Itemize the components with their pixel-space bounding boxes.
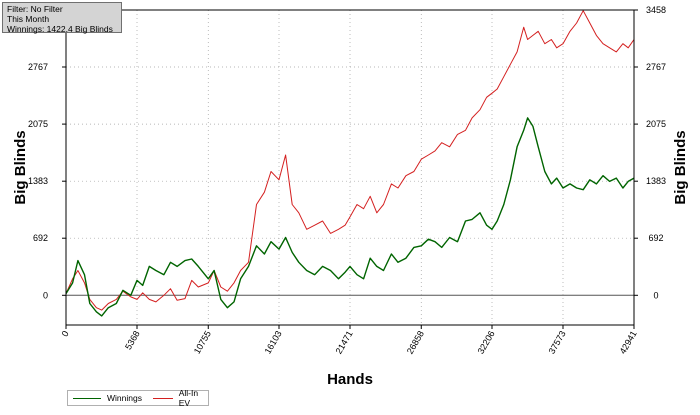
- y-tick-label-right: 1383: [646, 176, 666, 186]
- y-tick-label-right: 0: [653, 290, 658, 300]
- y-tick-label-right: 692: [648, 233, 663, 243]
- legend-label-winnings: Winnings: [107, 393, 142, 403]
- y-tick-label-left: 1383: [28, 176, 48, 186]
- plot-frame: [65, 9, 635, 326]
- series-line-winnings: [65, 117, 635, 317]
- x-tick-label: 16103: [263, 329, 284, 356]
- filter-info-box: Filter: No Filter This Month Winnings: 1…: [2, 2, 122, 34]
- y-tick-label-left: 0: [43, 290, 48, 300]
- x-tick-label: 5368: [123, 329, 142, 351]
- legend-item-winnings: Winnings: [73, 393, 142, 403]
- x-tick-label: 21471: [334, 329, 355, 356]
- legend-swatch-winnings: [73, 397, 101, 399]
- series-line-allin-ev: [65, 10, 635, 311]
- legend-label-allin-ev: All-In EV: [178, 388, 199, 408]
- y-tick-label-right: 2767: [646, 62, 666, 72]
- y-tick-label-right: 2075: [646, 119, 666, 129]
- y-axis-title-right: Big Blinds: [672, 130, 689, 204]
- x-tick-label: 32206: [476, 329, 497, 356]
- y-tick-label-left: 2767: [28, 62, 48, 72]
- x-tick-label: 42941: [618, 329, 639, 356]
- x-tick-label: 0: [60, 329, 71, 338]
- y-tick-label-right: 3458: [646, 5, 666, 15]
- legend: Winnings All-In EV: [67, 388, 209, 408]
- period-label: This Month: [7, 14, 50, 24]
- y-axis-title-left: Big Blinds: [12, 130, 29, 204]
- series-layer: [65, 10, 635, 317]
- x-axis-title: Hands: [327, 371, 373, 388]
- tick-layer: 0069269213831383207520752767276734583458…: [28, 5, 666, 356]
- winnings-summary: Winnings: 1422.4 Big Blinds: [7, 24, 113, 34]
- x-tick-label: 26858: [405, 329, 426, 356]
- legend-swatch-allin-ev: [152, 397, 173, 399]
- x-tick-label: 10755: [192, 329, 213, 356]
- y-tick-label-left: 2075: [28, 119, 48, 129]
- legend-item-allin-ev: All-In EV: [152, 388, 202, 408]
- filter-label: Filter: No Filter: [7, 4, 63, 14]
- grid-layer: [66, 9, 634, 325]
- x-tick-label: 37573: [547, 329, 568, 356]
- y-tick-label-left: 692: [33, 233, 48, 243]
